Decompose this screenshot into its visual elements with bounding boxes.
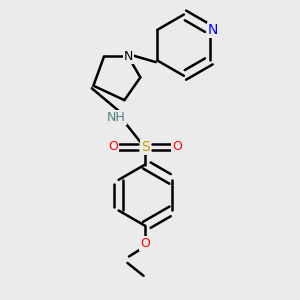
Text: NH: NH [107, 111, 125, 124]
Text: S: S [141, 140, 149, 154]
Text: O: O [108, 140, 118, 153]
Text: N: N [208, 23, 218, 37]
Text: N: N [124, 50, 133, 63]
Text: O: O [140, 237, 150, 250]
Text: O: O [172, 140, 182, 153]
